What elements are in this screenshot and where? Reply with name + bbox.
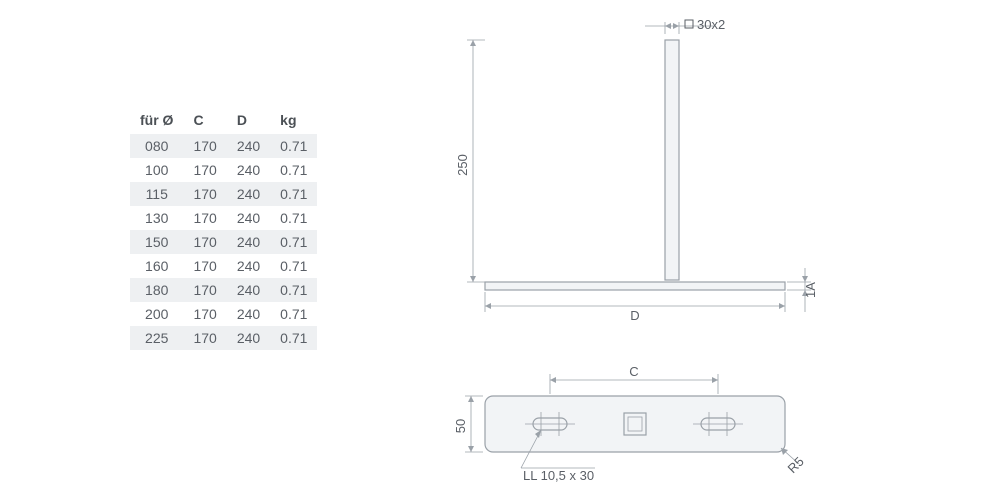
plan-drawing: C 50 LL 10,5 x 30 R5 <box>485 380 845 500</box>
table-row: 1301702400.71 <box>130 206 317 230</box>
table-cell: 170 <box>183 230 226 254</box>
elevation-drawing: 30x2 250 D 1A <box>485 20 845 330</box>
table-cell: 180 <box>130 278 183 302</box>
table-cell: 0.71 <box>270 326 317 350</box>
table-cell: 170 <box>183 158 226 182</box>
dim-tube-label: 30x2 <box>697 17 725 32</box>
table-cell: 240 <box>227 182 270 206</box>
table-cell: 240 <box>227 302 270 326</box>
table-cell: 130 <box>130 206 183 230</box>
table-header: für Ø <box>130 108 183 134</box>
dim-250: 250 <box>455 154 470 176</box>
table-cell: 240 <box>227 134 270 158</box>
table-cell: 200 <box>130 302 183 326</box>
table-cell: 225 <box>130 326 183 350</box>
table-cell: 0.71 <box>270 182 317 206</box>
table-cell: 115 <box>130 182 183 206</box>
table-header: C <box>183 108 226 134</box>
table-cell: 160 <box>130 254 183 278</box>
table-row: 2251702400.71 <box>130 326 317 350</box>
dim-50: 50 <box>453 419 468 433</box>
table-row: 1801702400.71 <box>130 278 317 302</box>
table-cell: 100 <box>130 158 183 182</box>
table-header: D <box>227 108 270 134</box>
table-cell: 170 <box>183 134 226 158</box>
dim-1A: 1A <box>803 282 818 298</box>
table-cell: 170 <box>183 278 226 302</box>
table-cell: 170 <box>183 182 226 206</box>
table-row: 1601702400.71 <box>130 254 317 278</box>
table-cell: 0.71 <box>270 134 317 158</box>
table-cell: 0.71 <box>270 302 317 326</box>
table-cell: 240 <box>227 206 270 230</box>
table-cell: 170 <box>183 254 226 278</box>
table-header: kg <box>270 108 317 134</box>
table-cell: 0.71 <box>270 206 317 230</box>
table-cell: 170 <box>183 326 226 350</box>
table-cell: 240 <box>227 230 270 254</box>
table-row: 1001702400.71 <box>130 158 317 182</box>
table-row: 1501702400.71 <box>130 230 317 254</box>
table-cell: 0.71 <box>270 230 317 254</box>
dim-D: D <box>630 308 639 323</box>
table-row: 2001702400.71 <box>130 302 317 326</box>
table-cell: 240 <box>227 278 270 302</box>
table-cell: 240 <box>227 254 270 278</box>
table-cell: 0.71 <box>270 254 317 278</box>
table-cell: 080 <box>130 134 183 158</box>
table-cell: 0.71 <box>270 278 317 302</box>
dimension-table: für ØCDkg 0801702400.711001702400.711151… <box>130 108 317 350</box>
table-cell: 150 <box>130 230 183 254</box>
table-cell: 240 <box>227 158 270 182</box>
table-cell: 240 <box>227 326 270 350</box>
table-cell: 170 <box>183 206 226 230</box>
table-row: 0801702400.71 <box>130 134 317 158</box>
table-row: 1151702400.71 <box>130 182 317 206</box>
dim-C: C <box>629 364 638 379</box>
table-cell: 0.71 <box>270 158 317 182</box>
table-cell: 170 <box>183 302 226 326</box>
callout-slot: LL 10,5 x 30 <box>523 468 594 483</box>
callout-r5: R5 <box>785 454 807 476</box>
